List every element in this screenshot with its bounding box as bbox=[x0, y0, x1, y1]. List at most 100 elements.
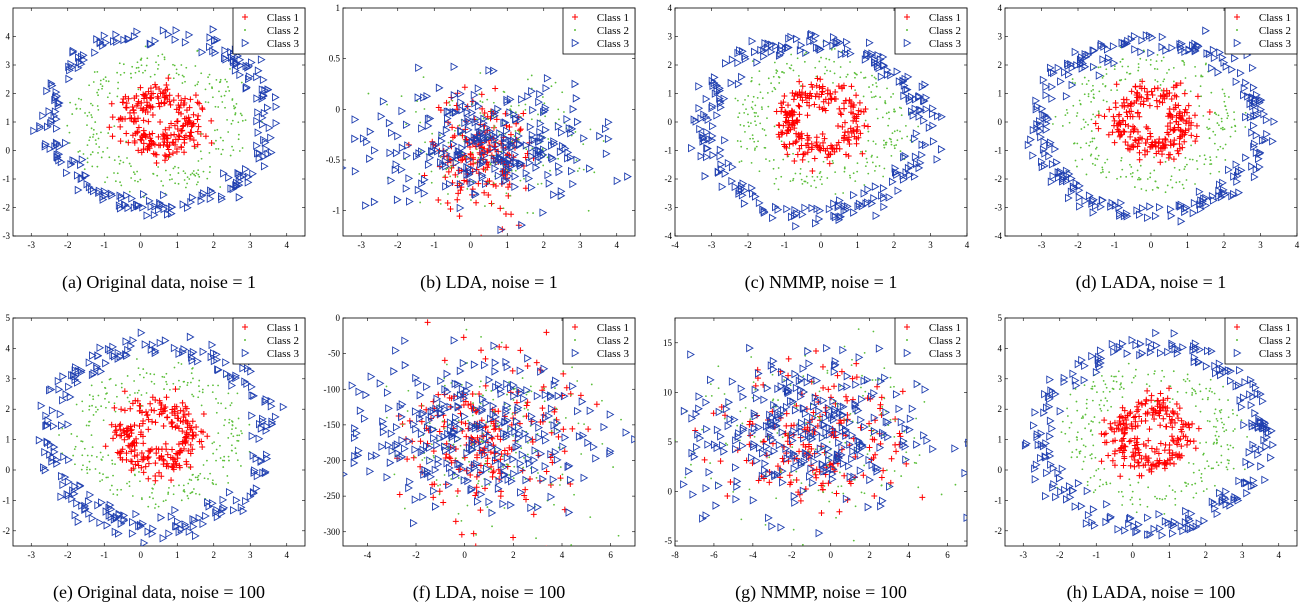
point-class-2 bbox=[136, 61, 139, 64]
point-class-2 bbox=[177, 166, 180, 169]
point-class-3 bbox=[541, 105, 550, 115]
point-class-1 bbox=[1147, 130, 1154, 137]
point-class-1 bbox=[804, 136, 811, 143]
series-class-3 bbox=[35, 328, 288, 546]
point-class-1 bbox=[785, 372, 792, 379]
point-class-1 bbox=[1159, 93, 1166, 100]
point-class-3 bbox=[453, 434, 462, 444]
point-class-1 bbox=[844, 397, 851, 404]
point-class-3 bbox=[544, 170, 553, 180]
point-class-2 bbox=[156, 174, 159, 177]
point-class-2 bbox=[101, 381, 103, 384]
point-class-1 bbox=[494, 433, 501, 440]
point-class-3 bbox=[450, 336, 459, 345]
point-class-3 bbox=[62, 390, 71, 399]
point-class-1 bbox=[555, 433, 562, 440]
point-class-1 bbox=[166, 92, 173, 99]
point-class-3 bbox=[542, 125, 550, 135]
point-class-3 bbox=[466, 466, 475, 475]
point-class-2 bbox=[200, 404, 203, 407]
y-tick-label: 0 bbox=[998, 117, 1003, 127]
point-class-2 bbox=[401, 423, 404, 426]
point-class-3 bbox=[1194, 42, 1203, 51]
point-class-3 bbox=[354, 451, 363, 460]
point-class-2 bbox=[1162, 80, 1165, 83]
point-class-3 bbox=[229, 184, 238, 194]
point-class-3 bbox=[553, 455, 562, 465]
point-class-2 bbox=[864, 150, 867, 153]
point-class-3 bbox=[446, 402, 455, 412]
point-class-3 bbox=[189, 522, 198, 531]
point-class-1 bbox=[167, 101, 174, 108]
point-class-3 bbox=[554, 391, 563, 401]
point-class-3 bbox=[475, 139, 484, 148]
point-class-3 bbox=[363, 137, 371, 147]
point-class-3 bbox=[1065, 169, 1074, 179]
point-class-1 bbox=[182, 417, 189, 424]
point-class-3 bbox=[1146, 31, 1154, 41]
point-class-2 bbox=[1216, 122, 1219, 124]
point-class-3 bbox=[158, 201, 167, 210]
point-class-3 bbox=[485, 375, 494, 385]
point-class-1 bbox=[146, 103, 153, 110]
point-class-2 bbox=[118, 62, 121, 65]
point-class-3 bbox=[528, 86, 536, 96]
point-class-3 bbox=[1044, 114, 1053, 124]
point-class-1 bbox=[1174, 147, 1181, 154]
point-class-2 bbox=[503, 507, 506, 509]
point-class-2 bbox=[1149, 63, 1152, 66]
point-class-1 bbox=[851, 102, 858, 109]
point-class-2 bbox=[190, 381, 192, 384]
point-class-1 bbox=[1134, 128, 1141, 135]
point-class-2 bbox=[1101, 76, 1104, 79]
point-class-3 bbox=[74, 185, 83, 195]
point-class-1 bbox=[169, 419, 176, 426]
point-class-2 bbox=[797, 74, 800, 77]
point-class-3 bbox=[109, 351, 118, 360]
point-class-3 bbox=[692, 117, 701, 126]
point-class-3 bbox=[477, 490, 486, 499]
point-class-2 bbox=[745, 108, 747, 111]
point-class-1 bbox=[108, 421, 115, 428]
point-class-3 bbox=[922, 105, 931, 114]
point-class-3 bbox=[128, 529, 137, 538]
point-class-3 bbox=[769, 213, 777, 223]
point-class-3 bbox=[57, 157, 66, 167]
point-class-1 bbox=[530, 511, 537, 518]
point-class-2 bbox=[230, 122, 233, 125]
point-class-2 bbox=[109, 489, 112, 491]
point-class-2 bbox=[208, 151, 211, 154]
point-class-3 bbox=[525, 434, 533, 444]
point-class-1 bbox=[168, 120, 175, 127]
y-tick-label: -1 bbox=[333, 206, 341, 216]
point-class-1 bbox=[178, 144, 185, 151]
point-class-2 bbox=[102, 456, 104, 458]
point-class-3 bbox=[760, 52, 768, 61]
point-class-3 bbox=[815, 214, 824, 224]
point-class-1 bbox=[818, 510, 825, 517]
point-class-1 bbox=[796, 111, 803, 118]
point-class-2 bbox=[1168, 157, 1171, 160]
point-class-3 bbox=[1029, 125, 1038, 135]
point-class-3 bbox=[314, 389, 320, 396]
point-class-1 bbox=[150, 140, 157, 147]
point-class-3 bbox=[112, 30, 121, 39]
point-class-3 bbox=[883, 65, 892, 75]
point-class-2 bbox=[82, 153, 85, 155]
point-class-3 bbox=[490, 154, 499, 164]
point-class-3 bbox=[480, 114, 489, 124]
point-class-1 bbox=[488, 200, 495, 207]
point-class-2 bbox=[828, 58, 831, 61]
point-class-1 bbox=[820, 139, 827, 146]
point-class-3 bbox=[74, 378, 82, 387]
point-class-2 bbox=[484, 460, 487, 462]
point-class-1 bbox=[1179, 112, 1186, 119]
point-class-1 bbox=[174, 415, 181, 422]
point-class-2 bbox=[1089, 154, 1092, 157]
point-class-3 bbox=[37, 401, 46, 410]
point-class-2 bbox=[1145, 189, 1148, 192]
point-class-1 bbox=[157, 90, 164, 97]
point-class-3 bbox=[102, 358, 110, 368]
point-class-2 bbox=[100, 405, 103, 408]
point-class-2 bbox=[1175, 181, 1178, 184]
